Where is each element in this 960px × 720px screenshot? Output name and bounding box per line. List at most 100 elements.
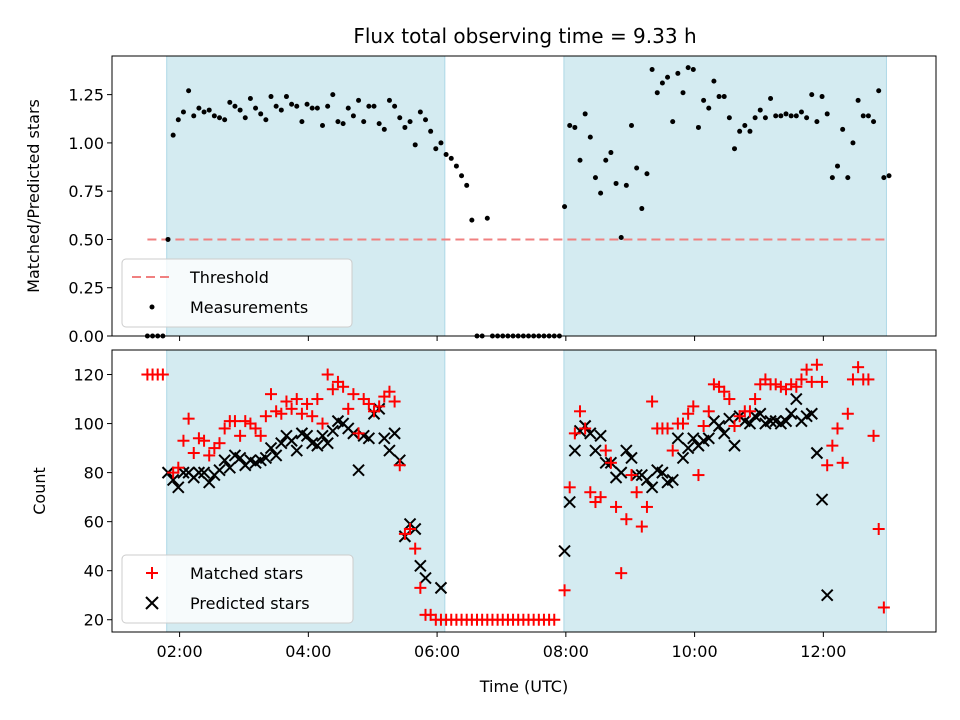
matched-star-point <box>599 444 612 457</box>
predicted-star-point <box>213 463 226 477</box>
top-x-ticks <box>179 336 824 341</box>
top-y-tick-label: 1.00 <box>68 134 104 153</box>
measurement-point <box>345 105 351 111</box>
matched-star-point <box>316 417 329 430</box>
measurement-point <box>459 173 465 179</box>
matched-star-point <box>697 420 710 433</box>
matched-star-point <box>635 520 648 533</box>
matched-star-point <box>404 523 417 536</box>
bottom-y-tick-label: 40 <box>84 562 104 581</box>
measurement-point <box>247 95 253 101</box>
bottom-y-tick-label: 120 <box>73 366 104 385</box>
predicted-star-point <box>166 473 180 487</box>
bottom-axes-frame <box>111 349 937 633</box>
measurement-point <box>783 111 789 117</box>
measurement-point <box>392 103 398 109</box>
measurement-point <box>768 95 774 101</box>
matched-star-point <box>409 542 422 555</box>
predicted-star-point <box>259 451 273 465</box>
matched-star-point <box>270 405 283 418</box>
measurement-point <box>376 121 382 127</box>
measurement-point <box>860 113 866 119</box>
matched-star-point <box>625 469 638 482</box>
matched-star-point <box>574 405 587 418</box>
top-y-tick-label: 0.50 <box>68 230 104 249</box>
measurement-point <box>206 107 212 113</box>
matched-star-point <box>187 446 200 459</box>
predicted-star-point <box>666 473 679 487</box>
predicted-star-point <box>414 559 427 572</box>
predicted-star-point <box>645 481 659 494</box>
bottom-panel: 20 40 60 80 100 120 02:00 04:00 06:00 08:00 10:00… <box>30 349 937 696</box>
measurement-point <box>819 94 825 100</box>
measurement-point <box>793 113 799 119</box>
predicted-star-point <box>202 476 216 489</box>
predicted-star-point <box>197 466 211 479</box>
measurement-point <box>762 115 768 121</box>
legend-matched-swatch <box>146 567 158 579</box>
matched-star-point <box>249 422 262 435</box>
predicted-star-point <box>300 429 314 443</box>
matched-star-point <box>275 407 288 420</box>
predicted-star-point <box>558 544 571 558</box>
measurement-point <box>634 165 640 171</box>
measurement-point <box>438 140 444 146</box>
chart-title: Flux total observing time = 9.33 h <box>353 24 696 48</box>
predicted-star-point <box>177 466 190 479</box>
matched-star-point <box>831 422 844 435</box>
measurement-point <box>309 105 315 111</box>
measurement-point <box>644 171 650 177</box>
bottom-y-tick-label: 60 <box>84 513 104 532</box>
measurement-point <box>217 115 223 121</box>
measurement-point <box>423 117 429 123</box>
legend-predicted-swatch <box>145 596 159 610</box>
measurement-point <box>335 119 341 125</box>
matched-star-point <box>707 378 720 391</box>
measurement-point <box>886 173 892 179</box>
x-tick-label: 10:00 <box>672 642 718 661</box>
measurement-point <box>371 103 377 109</box>
matched-star-point <box>872 523 885 536</box>
measurement-point <box>629 123 635 129</box>
predicted-star-point <box>311 439 324 452</box>
measurement-point <box>211 113 217 119</box>
matched-star-point <box>311 393 324 406</box>
measurement-point <box>386 97 392 103</box>
measurement-point <box>778 113 784 119</box>
measurement-point <box>253 105 259 111</box>
measurement-point <box>829 175 835 181</box>
matched-star-point <box>702 405 715 418</box>
matched-star-point <box>620 513 633 526</box>
measurement-point <box>587 134 593 140</box>
predicted-star-point <box>779 414 793 428</box>
predicted-star-point <box>326 424 340 438</box>
matched-star-point <box>373 400 386 413</box>
matched-star-point <box>610 500 623 513</box>
matched-star-point <box>785 378 798 391</box>
predicted-star-point <box>388 427 401 440</box>
measurement-point <box>289 101 295 107</box>
measurement-point <box>618 235 624 241</box>
measurement-point <box>876 88 882 94</box>
measurement-point <box>165 236 171 242</box>
predicted-star-point <box>754 407 767 420</box>
predicted-star-point <box>285 434 298 447</box>
predicted-star-point <box>656 466 669 479</box>
matched-star-point <box>192 432 205 445</box>
bottom-y-tick-label: 80 <box>84 464 104 483</box>
matched-star-point <box>228 415 241 428</box>
measurement-point <box>680 90 686 96</box>
measurement-point <box>175 117 181 123</box>
legend-predicted-label: Predicted stars <box>190 594 310 613</box>
x-tick-label: 04:00 <box>285 642 331 661</box>
predicted-star-point <box>723 412 736 425</box>
measurement-point <box>464 182 470 188</box>
top-legend: Threshold Measurements <box>121 258 353 328</box>
measurement-point <box>448 155 454 161</box>
predicted-star-point <box>584 427 597 440</box>
measurement-point <box>350 113 356 119</box>
matched-star-point <box>265 388 278 401</box>
measurement-point <box>623 182 629 188</box>
matched-star-point <box>306 410 319 423</box>
measurement-point <box>294 103 300 109</box>
